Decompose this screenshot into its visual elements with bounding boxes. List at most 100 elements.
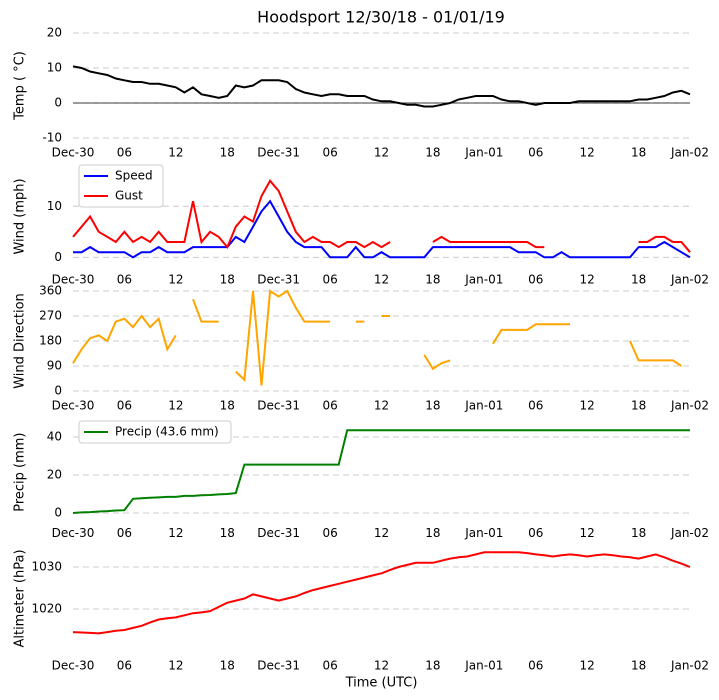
data-line xyxy=(72,551,691,635)
x-axis-label: Time (UTC) xyxy=(345,676,418,691)
x-tick-label: 18 xyxy=(631,146,646,160)
x-tick-label: 18 xyxy=(631,273,646,287)
x-tick-label: 06 xyxy=(117,659,132,673)
x-tick-label: Jan-02 xyxy=(670,399,709,413)
x-tick-label: 18 xyxy=(220,146,235,160)
data-line xyxy=(73,199,691,259)
y-tick-label: 90 xyxy=(47,359,62,373)
y-tick-label: 360 xyxy=(39,284,62,298)
x-tick-label: Dec-31 xyxy=(257,273,300,287)
x-tick-label: 06 xyxy=(322,146,337,160)
x-tick-label: 18 xyxy=(425,273,440,287)
y-tick-label: 40 xyxy=(47,430,62,444)
legend-label: Speed xyxy=(115,169,153,183)
x-tick-label: 12 xyxy=(580,273,595,287)
x-tick-label: 06 xyxy=(117,399,132,413)
x-tick-label: 06 xyxy=(528,659,543,673)
x-tick-label: 12 xyxy=(580,399,595,413)
x-tick-label: 18 xyxy=(425,659,440,673)
x-tick-label: 18 xyxy=(631,399,646,413)
y-tick-label: 270 xyxy=(39,309,62,323)
x-tick-label: 06 xyxy=(117,526,132,540)
y-axis-label: Altimeter (hPa) xyxy=(13,549,28,647)
x-tick-label: 18 xyxy=(425,526,440,540)
x-tick-label: Dec-30 xyxy=(52,273,95,287)
data-line xyxy=(72,429,690,514)
x-tick-label: 12 xyxy=(580,146,595,160)
x-tick-label: Jan-02 xyxy=(670,146,709,160)
x-tick-label: 06 xyxy=(528,526,543,540)
y-axis-label: Wind (mph) xyxy=(13,178,28,254)
y-tick-label: 0 xyxy=(54,250,62,264)
y-tick-label: -10 xyxy=(42,131,62,145)
data-line xyxy=(72,179,691,253)
y-tick-label: 1020 xyxy=(31,602,62,616)
y-tick-label: 20 xyxy=(47,26,62,40)
legend: Precip (43.6 mm) xyxy=(78,420,232,444)
legend: Speed Gust xyxy=(78,164,164,208)
x-tick-label: 18 xyxy=(220,399,235,413)
x-tick-label: 18 xyxy=(425,146,440,160)
x-tick-label: 12 xyxy=(168,399,183,413)
x-tick-label: 12 xyxy=(580,659,595,673)
x-tick-label: 18 xyxy=(220,273,235,287)
y-tick-label: 10 xyxy=(47,199,62,213)
x-tick-label: 12 xyxy=(374,526,389,540)
x-tick-label: 12 xyxy=(168,659,183,673)
x-tick-label: Dec-30 xyxy=(52,399,95,413)
x-tick-label: 06 xyxy=(117,273,132,287)
legend-label: Gust xyxy=(115,189,143,203)
x-tick-label: 12 xyxy=(374,146,389,160)
x-tick-label: 12 xyxy=(168,273,183,287)
data-line xyxy=(72,65,691,108)
legend-box xyxy=(78,420,232,444)
x-tick-label: Jan-01 xyxy=(464,146,503,160)
x-tick-label: 06 xyxy=(322,526,337,540)
x-tick-label: 12 xyxy=(580,526,595,540)
x-tick-label: Dec-31 xyxy=(257,146,300,160)
x-tick-label: Dec-31 xyxy=(257,659,300,673)
x-tick-label: 12 xyxy=(374,273,389,287)
y-tick-label: 20 xyxy=(47,468,62,482)
y-axis-label: Wind Direction xyxy=(13,293,28,389)
x-tick-label: Dec-31 xyxy=(257,526,300,540)
chart-title: Hoodsport 12/30/18 - 01/01/19 xyxy=(257,8,505,27)
x-tick-label: 06 xyxy=(322,273,337,287)
x-tick-label: 06 xyxy=(322,399,337,413)
x-tick-label: Jan-01 xyxy=(464,399,503,413)
y-axis-label: Precip (mm) xyxy=(13,433,28,512)
y-axis-label: Temp ( °C) xyxy=(13,51,28,121)
x-tick-label: 12 xyxy=(374,399,389,413)
x-tick-label: 12 xyxy=(374,659,389,673)
y-tick-label: 0 xyxy=(54,384,62,398)
x-tick-label: 06 xyxy=(528,146,543,160)
x-tick-label: Jan-01 xyxy=(464,273,503,287)
y-tick-label: 0 xyxy=(54,506,62,520)
legend-label: Precip (43.6 mm) xyxy=(115,425,219,439)
x-tick-label: 06 xyxy=(528,273,543,287)
x-tick-label: 12 xyxy=(168,526,183,540)
x-tick-label: Dec-30 xyxy=(52,526,95,540)
y-tick-label: 10 xyxy=(47,61,62,75)
x-tick-label: Jan-01 xyxy=(464,526,503,540)
x-tick-label: 18 xyxy=(425,399,440,413)
x-tick-label: 12 xyxy=(168,146,183,160)
x-tick-label: Dec-30 xyxy=(52,659,95,673)
x-tick-label: 06 xyxy=(322,659,337,673)
x-tick-label: Jan-02 xyxy=(670,659,709,673)
x-tick-label: Jan-02 xyxy=(670,273,709,287)
y-tick-label: 180 xyxy=(39,334,62,348)
x-tick-label: Dec-30 xyxy=(52,146,95,160)
y-tick-label: 1030 xyxy=(31,560,62,574)
data-line xyxy=(72,289,682,386)
x-tick-label: 18 xyxy=(220,659,235,673)
x-tick-label: Jan-02 xyxy=(670,526,709,540)
y-tick-label: 0 xyxy=(54,96,62,110)
x-tick-label: 18 xyxy=(631,526,646,540)
x-tick-label: 18 xyxy=(220,526,235,540)
x-tick-label: 06 xyxy=(528,399,543,413)
x-tick-label: Dec-31 xyxy=(257,399,300,413)
x-tick-label: Jan-01 xyxy=(464,659,503,673)
x-tick-label: 18 xyxy=(631,659,646,673)
